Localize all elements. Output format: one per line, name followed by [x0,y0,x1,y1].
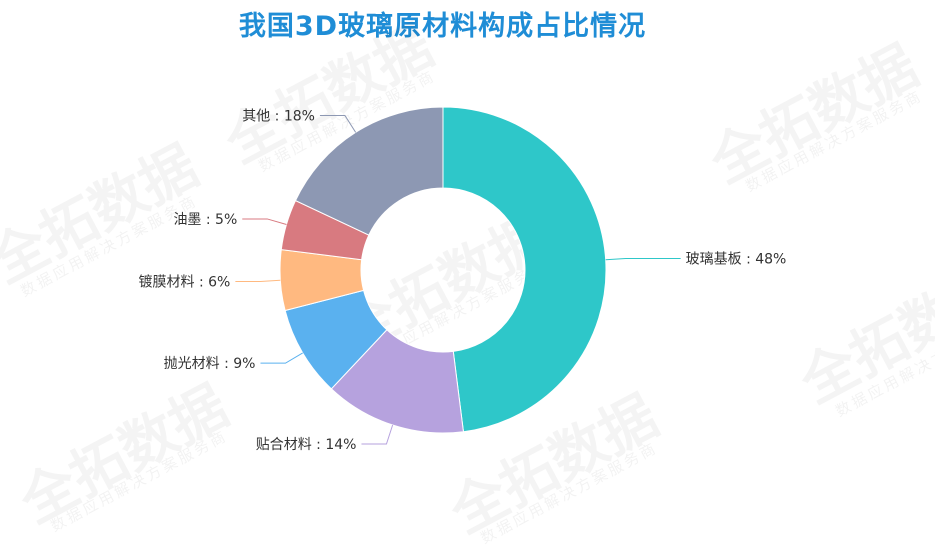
donut-chart: 玻璃基板 : 48% 贴合材料 : 14% 抛光材料 : 9% 镀膜材料 : 6% 油墨… [139,106,787,453]
donut-slice-0[interactable] [442,106,607,433]
slice-label: 其他 : 18% [242,108,315,124]
label-leader-line [319,114,357,133]
slice-label: 镀膜材料 : 6% [139,273,231,290]
label-leader-line [260,352,303,364]
slice-label: 贴合材料 : 14% [256,437,357,453]
chart-title: 我国3D玻璃原材料构成占比情况 [238,11,647,42]
slice-label: 抛光材料 : 9% [164,356,256,372]
label-leader-line [605,258,681,261]
label-leader-line [242,218,287,226]
donut-slice-5[interactable] [294,106,444,236]
label-leader-line [361,424,394,445]
slice-label: 玻璃基板 : 48% [686,251,787,268]
slice-label: 油墨 : 5% [173,212,237,228]
label-leader-line [235,279,281,282]
